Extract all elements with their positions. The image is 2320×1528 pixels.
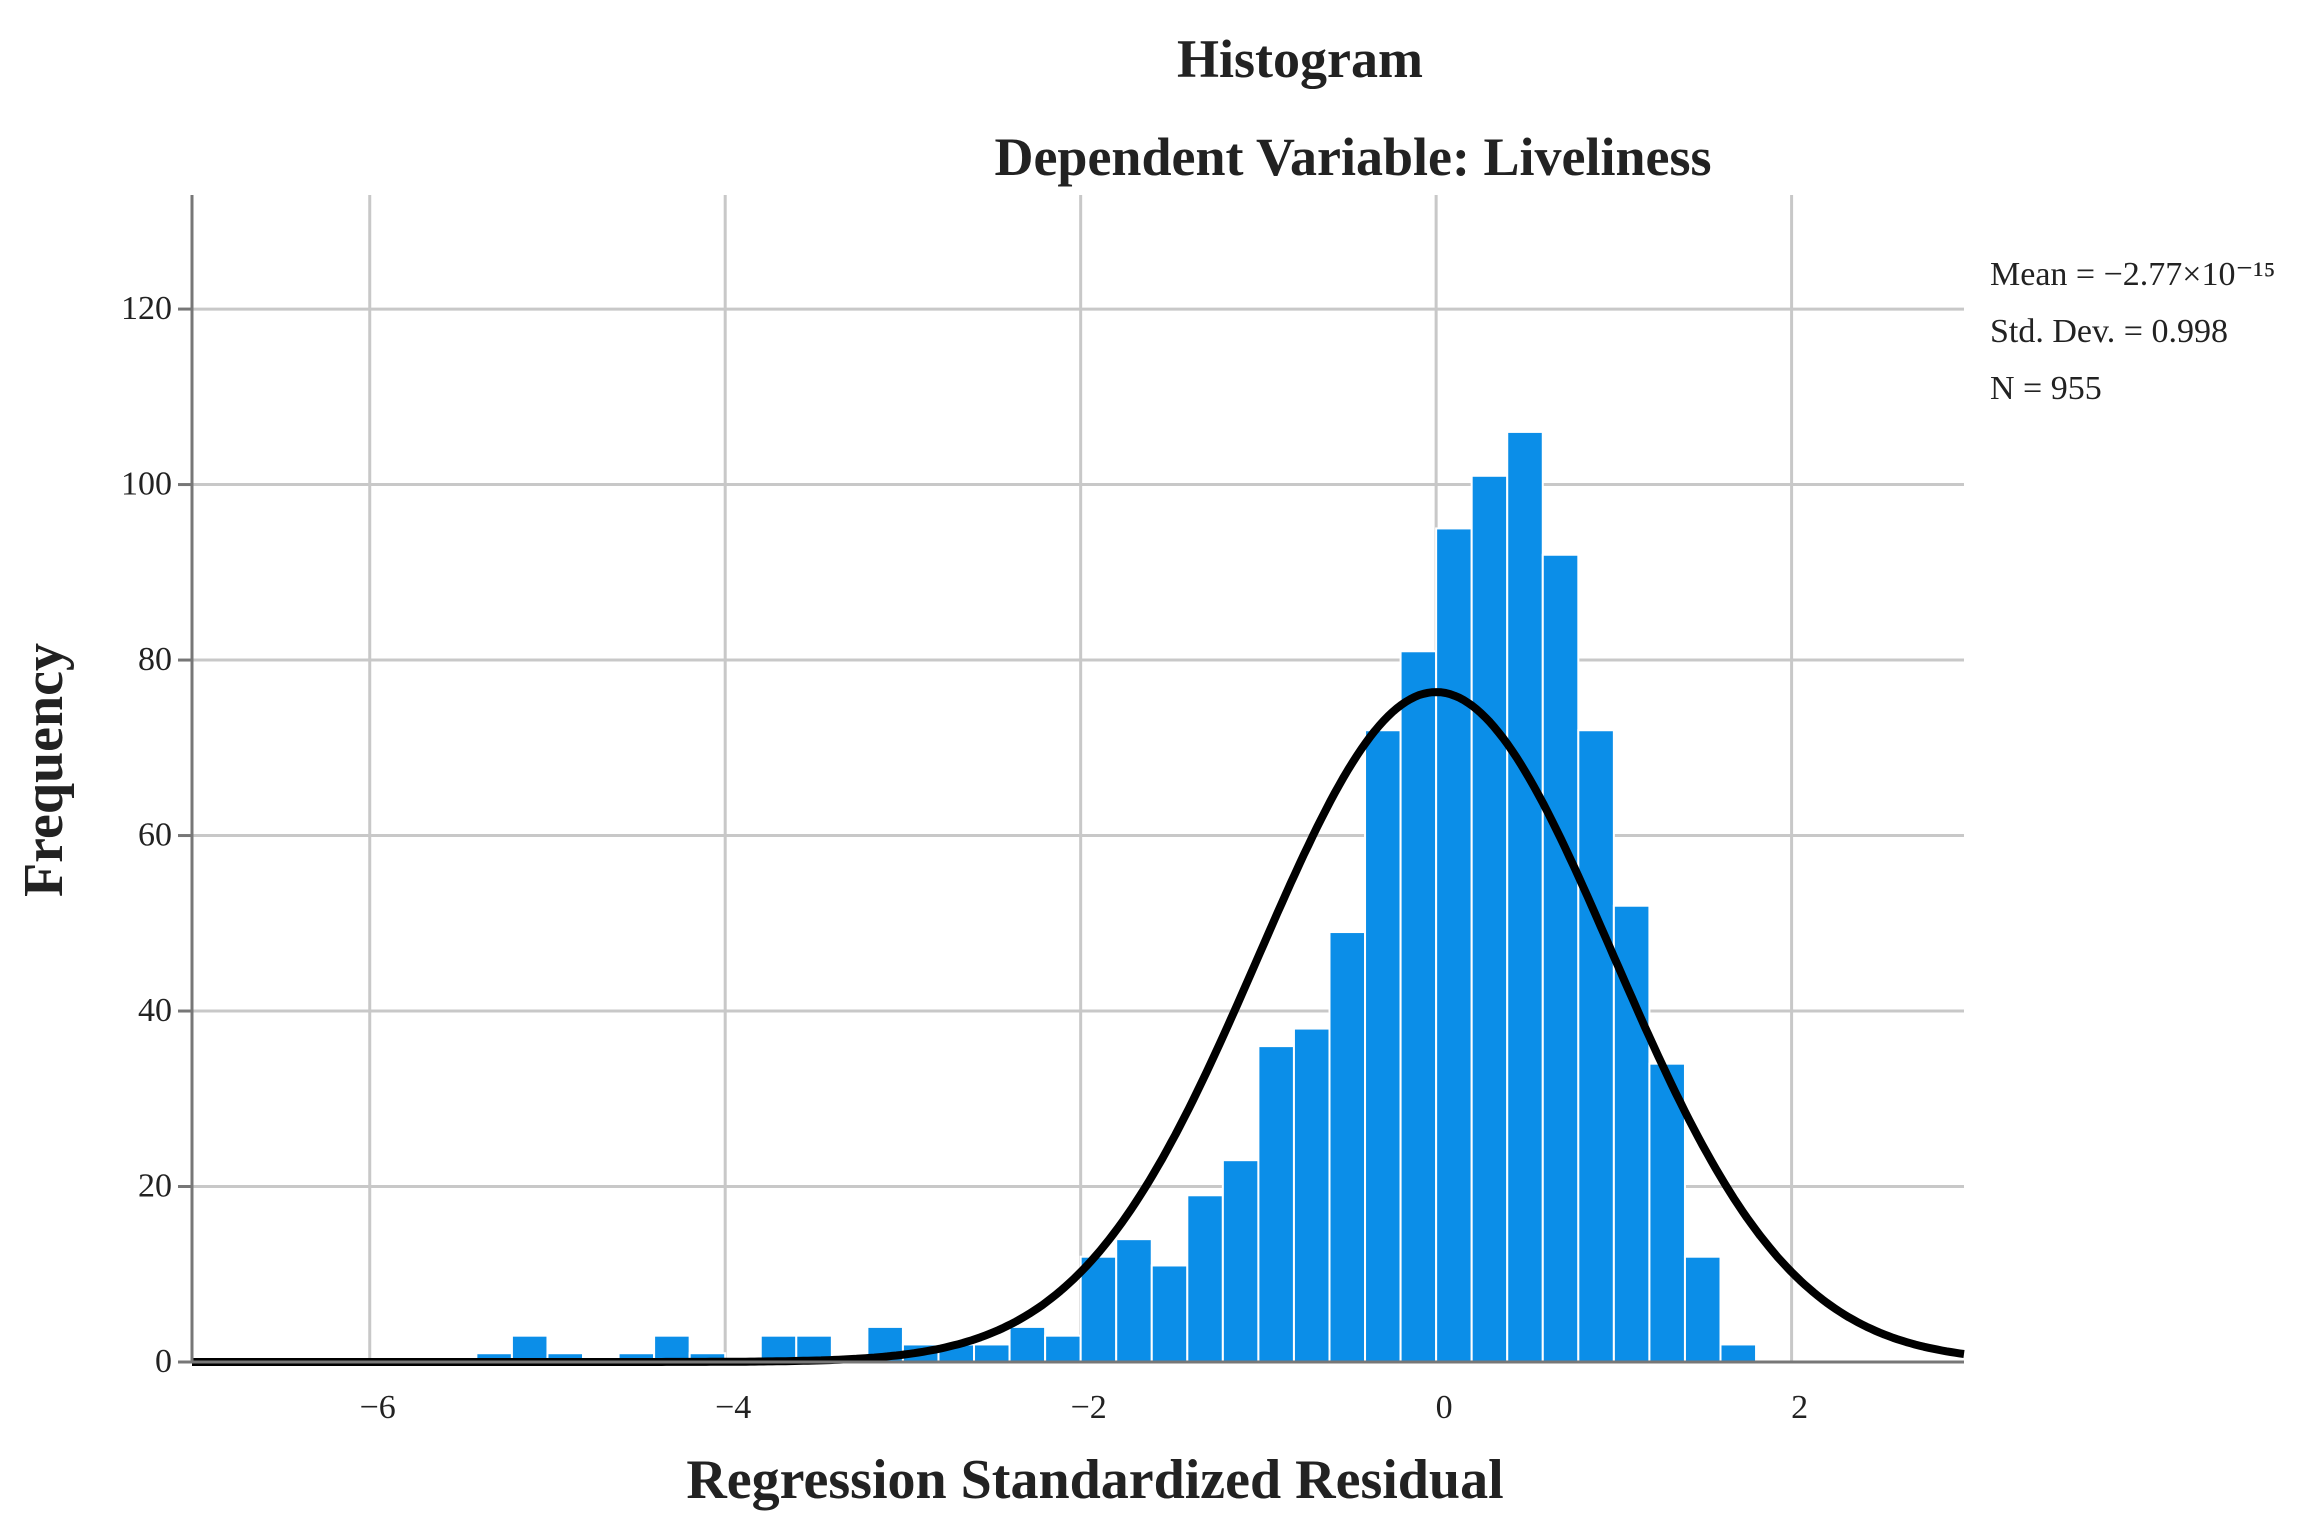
histogram-bar [1435, 527, 1473, 1363]
histogram-bar [1719, 1343, 1758, 1364]
histogram-bars [475, 430, 1758, 1364]
y-tick-label: 80 [138, 641, 172, 678]
stat-mean: Mean = −2.77×10⁻¹⁵ [1990, 256, 2275, 293]
stat-n: N = 955 [1990, 370, 2102, 407]
histogram-bar [1221, 1159, 1260, 1364]
histogram-bar [1115, 1238, 1153, 1363]
y-tick-label: 120 [121, 290, 172, 327]
histogram-bar [1292, 1027, 1331, 1363]
x-axis-title: Regression Standardized Residual [686, 1449, 1503, 1511]
histogram-bar [1683, 1255, 1722, 1364]
histogram-bar [1257, 1045, 1295, 1364]
chart-title: Histogram [1177, 29, 1423, 89]
y-tick-label: 0 [155, 1343, 172, 1380]
histogram-bar [1577, 729, 1615, 1363]
histogram-bar [1044, 1334, 1082, 1363]
x-tick-label: −6 [360, 1389, 396, 1426]
stat-std-dev: Std. Dev. = 0.998 [1990, 313, 2228, 350]
x-tick-label: −4 [715, 1389, 751, 1426]
histogram-bar [1470, 474, 1509, 1363]
x-tick-label: 2 [1791, 1389, 1808, 1426]
y-tick-label: 40 [138, 992, 172, 1029]
histogram-bar [1506, 430, 1544, 1363]
histogram-bar [1541, 553, 1580, 1363]
x-tick-label: 0 [1436, 1389, 1453, 1426]
y-tick-label: 100 [121, 466, 172, 503]
histogram-bar [1150, 1264, 1189, 1363]
histogram-bar [1008, 1325, 1047, 1363]
y-tick-label: 20 [138, 1168, 172, 1205]
histogram-bar [1364, 729, 1402, 1363]
histogram-bar [1079, 1255, 1118, 1364]
y-tick-label: 60 [138, 817, 172, 854]
grid-lines [192, 195, 1964, 1362]
histogram-bar [1612, 904, 1651, 1363]
histogram-bar [1186, 1194, 1224, 1364]
axes [178, 195, 1964, 1364]
x-tick-label: −2 [1071, 1389, 1107, 1426]
chart-subtitle: Dependent Variable: Liveliness [994, 127, 1711, 187]
histogram-bar [1328, 931, 1367, 1363]
histogram-bar [973, 1343, 1011, 1364]
histogram-bar [1399, 650, 1438, 1363]
y-axis-title: Frequency [13, 643, 75, 897]
histogram-bar [1648, 1062, 1686, 1364]
tick-labels: 0 20 40 60 80 100 120 −6 −4 −2 0 2 [121, 290, 1808, 1426]
histogram-bar [510, 1334, 549, 1363]
